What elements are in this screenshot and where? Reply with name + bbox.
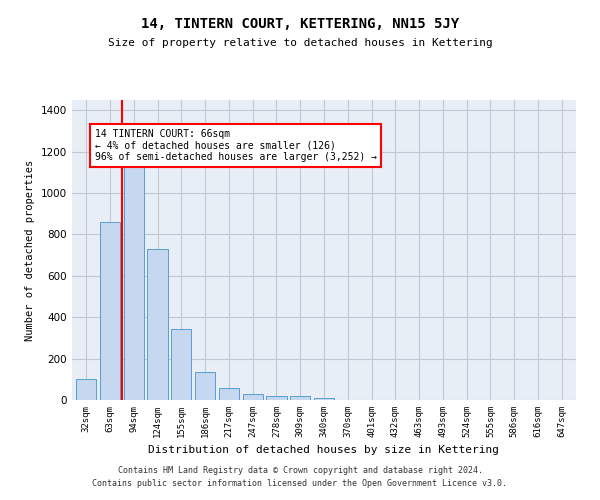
- Bar: [290, 396, 310, 400]
- Bar: [266, 396, 287, 400]
- Text: 14 TINTERN COURT: 66sqm
← 4% of detached houses are smaller (126)
96% of semi-de: 14 TINTERN COURT: 66sqm ← 4% of detached…: [95, 129, 377, 162]
- Y-axis label: Number of detached properties: Number of detached properties: [25, 160, 35, 340]
- Bar: [242, 394, 263, 400]
- Bar: [171, 328, 191, 400]
- Bar: [76, 378, 97, 400]
- Text: 14, TINTERN COURT, KETTERING, NN15 5JY: 14, TINTERN COURT, KETTERING, NN15 5JY: [141, 18, 459, 32]
- Bar: [100, 222, 120, 400]
- Bar: [195, 372, 215, 400]
- Bar: [314, 398, 334, 400]
- Bar: [124, 166, 144, 400]
- Bar: [219, 388, 239, 400]
- Text: Contains HM Land Registry data © Crown copyright and database right 2024.
Contai: Contains HM Land Registry data © Crown c…: [92, 466, 508, 487]
- Text: Size of property relative to detached houses in Kettering: Size of property relative to detached ho…: [107, 38, 493, 48]
- Bar: [148, 250, 167, 400]
- X-axis label: Distribution of detached houses by size in Kettering: Distribution of detached houses by size …: [149, 446, 499, 456]
